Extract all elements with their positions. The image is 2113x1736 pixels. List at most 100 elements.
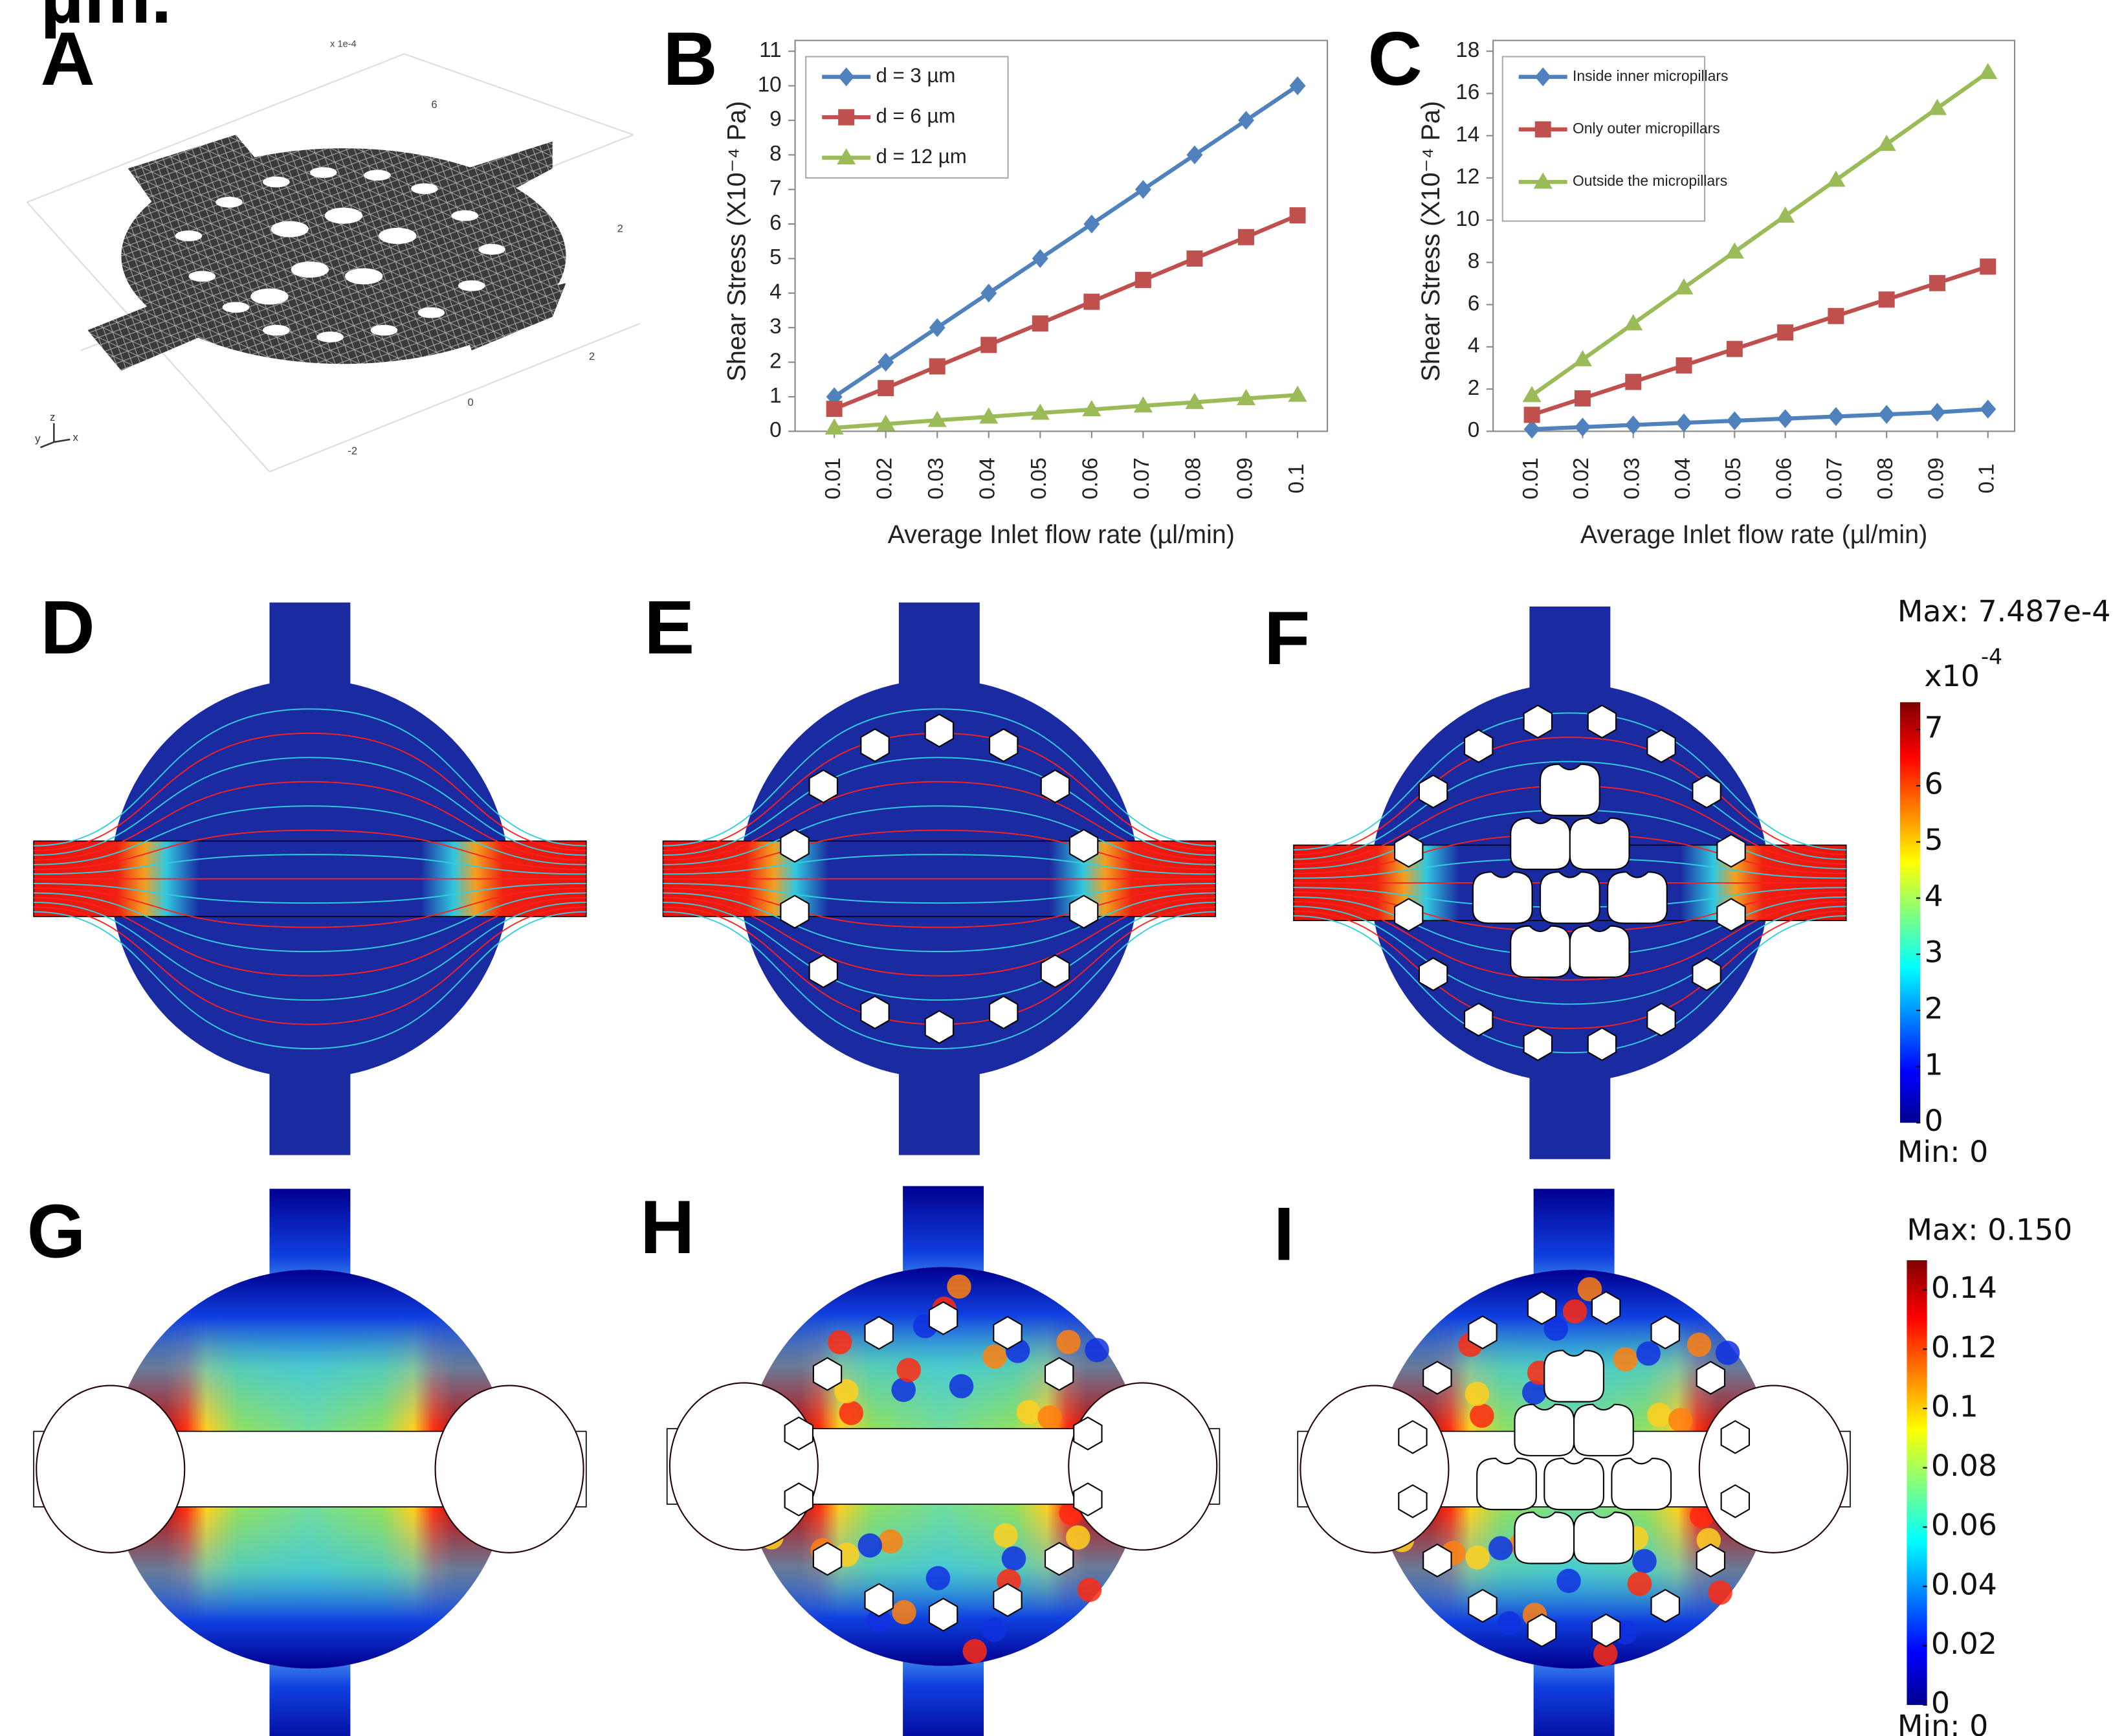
point xyxy=(1238,111,1254,129)
simulation-panel xyxy=(663,603,1215,1155)
y-tick-label: 12 xyxy=(1455,165,1479,189)
point xyxy=(1625,374,1641,390)
point xyxy=(838,109,854,126)
point xyxy=(1777,409,1793,428)
y-tick-label: 3 xyxy=(769,315,782,339)
panel-label: A xyxy=(40,16,94,101)
hot-spot xyxy=(878,1530,902,1553)
hot-spot xyxy=(1668,1408,1692,1432)
point xyxy=(1727,411,1743,430)
hot-spot xyxy=(1636,1341,1660,1365)
hole xyxy=(1574,1405,1633,1456)
y-tick-label: 18 xyxy=(1455,38,1479,62)
colorbar-exponent: -4 xyxy=(1981,644,2002,669)
hole xyxy=(1540,872,1600,923)
x-tick-label: 0.03 xyxy=(1621,458,1644,500)
hot-spot xyxy=(1470,1403,1494,1427)
panel-label: I xyxy=(1274,1192,1294,1276)
point xyxy=(1929,275,1945,291)
legend-label: Outside the micropillars xyxy=(1573,172,1727,189)
panel-label: B xyxy=(663,16,717,101)
point xyxy=(929,358,946,374)
hole xyxy=(1570,818,1630,869)
point xyxy=(1879,405,1895,424)
figure: µm.ABCDEFGHIx 1e-464220-2yzx012345678910… xyxy=(0,0,2113,1736)
y-tick-label: 8 xyxy=(769,142,782,166)
colorbar-bar xyxy=(1900,702,1920,1123)
point xyxy=(1980,400,1996,419)
point xyxy=(1238,229,1254,245)
y-tick-label: 0 xyxy=(1468,418,1480,442)
point xyxy=(1727,341,1743,357)
hot-spot xyxy=(892,1600,916,1624)
hole xyxy=(1540,764,1600,816)
point xyxy=(1575,390,1591,406)
hole xyxy=(1510,818,1570,869)
series-line xyxy=(834,216,1298,409)
y-axis-label: Shear Stress (X10⁻⁴ Pa) xyxy=(723,101,751,382)
axis-scale: x 1e-4 xyxy=(330,39,356,50)
x-tick-label: 0.04 xyxy=(976,458,1000,500)
y-tick-label: 6 xyxy=(1468,291,1480,315)
legend-label: d = 12 µm xyxy=(876,145,966,168)
x-tick-label: 0.08 xyxy=(1874,458,1897,500)
colorbar-multiplier: x10 xyxy=(1924,658,1979,693)
x-tick-label: 0.06 xyxy=(1079,458,1103,500)
hole xyxy=(1477,1458,1536,1509)
panel-label: E xyxy=(644,584,694,669)
point xyxy=(1290,207,1306,223)
hole xyxy=(1473,872,1532,923)
hot-spot xyxy=(858,1533,882,1557)
x-tick-label: 0.09 xyxy=(1924,458,1948,500)
point xyxy=(1879,291,1895,307)
point xyxy=(1186,250,1202,267)
hot-spot xyxy=(828,1330,852,1354)
hole xyxy=(1544,1458,1604,1509)
colorbar: 00.020.040.060.080.10.120.14Max: 0.150Mi… xyxy=(1897,1212,2072,1736)
dead-zone xyxy=(1068,1383,1217,1550)
hole xyxy=(1611,1458,1671,1509)
point xyxy=(1676,357,1692,373)
point xyxy=(1929,403,1945,421)
point xyxy=(1290,76,1306,95)
hole xyxy=(1544,1350,1604,1401)
hot-spot xyxy=(1632,1549,1656,1573)
hole xyxy=(1514,1512,1574,1563)
colorbar-tick-label: 5 xyxy=(1924,822,1943,857)
x-tick-label: 0.08 xyxy=(1182,458,1206,500)
colorbar-min: Min: 0 xyxy=(1897,1708,1988,1736)
y-tick-label: 10 xyxy=(1455,207,1479,231)
point xyxy=(1676,414,1692,432)
series-line xyxy=(834,395,1298,428)
page: {"figure":{"top_text":"µm.","panel_label… xyxy=(0,0,2113,1736)
dead-zone xyxy=(670,1383,818,1550)
panel-label: C xyxy=(1368,16,1422,101)
x-tick-label: 0.02 xyxy=(1569,458,1593,500)
simulation-panel xyxy=(667,1186,1220,1736)
panel-label: G xyxy=(27,1188,86,1273)
hot-spot xyxy=(1002,1546,1026,1570)
point xyxy=(878,353,894,372)
colorbar-tick-label: 7 xyxy=(1924,710,1943,745)
panel-label: F xyxy=(1264,595,1310,680)
triad-label: z xyxy=(50,411,55,423)
axis-tick-label: 2 xyxy=(617,222,623,234)
simulation-panel xyxy=(34,603,586,1155)
legend-label: d = 6 µm xyxy=(876,104,955,127)
simulation-panel xyxy=(34,1189,586,1736)
hot-spot xyxy=(993,1523,1017,1547)
hole xyxy=(1574,1512,1633,1563)
y-tick-label: 10 xyxy=(758,72,782,96)
dead-zone xyxy=(436,1386,584,1553)
hot-spot xyxy=(1078,1577,1101,1601)
x-tick-label: 0.1 xyxy=(1285,463,1309,493)
axis-tick-label: 0 xyxy=(468,396,474,408)
hot-spot xyxy=(1563,1299,1587,1323)
dead-zone xyxy=(1699,1386,1848,1553)
colorbar: 01234567Max: 7.487e-4Min: 0x10-4 xyxy=(1897,594,2111,1169)
x-tick-label: 0.07 xyxy=(1823,458,1847,500)
axis-tick-label: 6 xyxy=(431,98,437,111)
panel-label: D xyxy=(40,584,94,669)
panel-label: H xyxy=(640,1185,694,1269)
